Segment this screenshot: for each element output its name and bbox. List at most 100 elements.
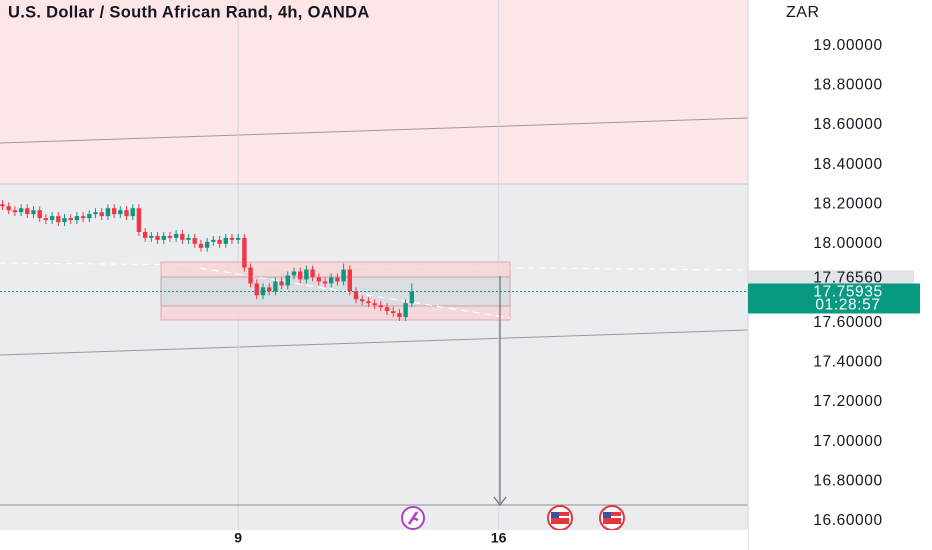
y-tick-label: 16.80000 (813, 472, 882, 489)
candle-body (99, 212, 104, 217)
flag-canton (551, 512, 559, 518)
candle-body (68, 218, 73, 221)
candle-body (142, 231, 148, 238)
candle-body (316, 277, 322, 282)
candle-body (322, 281, 328, 284)
candle-body (87, 214, 92, 219)
arrow-head (493, 496, 507, 506)
y-tick-label: 18.80000 (813, 77, 882, 94)
resistance-zone (0, 0, 748, 184)
candle-body (254, 283, 259, 296)
candle-body (291, 271, 297, 276)
y-tick-label: 18.60000 (813, 116, 882, 133)
candle-body (372, 303, 377, 306)
flag-stripe (551, 516, 569, 518)
candle-body (304, 269, 309, 280)
candle-body (192, 237, 197, 244)
candle-body (173, 233, 179, 238)
candle-body (6, 206, 11, 211)
level-label: 17.76560 (813, 269, 882, 286)
flag-stripe (603, 516, 621, 518)
candle-body (136, 208, 142, 232)
candle-body (56, 216, 61, 223)
y-tick-label: 18.40000 (813, 156, 882, 173)
candle-body (397, 313, 402, 318)
candle-body (279, 281, 284, 286)
candle-body (217, 239, 222, 244)
y-axis-label: ZAR (786, 4, 820, 21)
candle-body (105, 208, 111, 217)
candle-body (248, 267, 253, 284)
candle-body (285, 275, 290, 286)
y-tick-label: 17.60000 (813, 314, 882, 331)
candle-body (335, 277, 340, 282)
time-axis (0, 530, 748, 550)
candle-body (341, 269, 346, 282)
trend-line (0, 117, 749, 144)
last-price-label: 17.75935 (813, 284, 882, 301)
candle-body (360, 299, 365, 302)
candle-body (260, 287, 266, 296)
candle-body (223, 237, 228, 244)
chart-title: U.S. Dollar / South African Rand, 4h, OA… (8, 3, 370, 21)
x-tick-label: 16 (491, 530, 507, 546)
candle-body (49, 216, 55, 221)
candle-body (18, 208, 24, 213)
candle-body (409, 291, 415, 304)
candle-body (403, 303, 408, 318)
candle-body (378, 305, 384, 308)
candle-body (62, 218, 67, 223)
candle-body (93, 212, 98, 215)
event-flag[interactable] (547, 505, 573, 531)
candle-body (124, 210, 129, 217)
candle-body (384, 307, 390, 312)
y-tick-label: 19.00000 (813, 37, 882, 54)
candle-body (391, 311, 396, 314)
candle-body (43, 218, 49, 221)
candle-body (347, 269, 353, 292)
candle-body (155, 235, 160, 240)
candle-body (329, 277, 334, 284)
y-tick-label: 17.00000 (813, 433, 882, 450)
candle-body (161, 235, 166, 240)
candle-body (25, 208, 30, 215)
x-tick-label: 9 (234, 530, 242, 546)
flag-canton (603, 512, 611, 518)
candle-body (80, 216, 86, 219)
trend-line (0, 329, 749, 356)
candle-body (310, 269, 315, 278)
candle-body (130, 208, 135, 217)
last-price-box (748, 283, 920, 314)
y-tick-label: 18.00000 (813, 235, 882, 252)
level-label-box (748, 270, 914, 287)
candle-body (266, 287, 272, 292)
candle-body (366, 301, 371, 304)
event-icon-glyph (407, 511, 419, 525)
neutral-zone (0, 184, 748, 530)
candle-body (31, 210, 36, 215)
candle-body (235, 237, 241, 240)
countdown-label: 01:28:57 (815, 297, 880, 314)
candle-body (37, 210, 42, 219)
event-flag[interactable] (599, 505, 625, 531)
candle-body (298, 271, 303, 280)
candle-body (74, 216, 80, 221)
candle-body (211, 239, 216, 242)
candle-body (242, 237, 247, 268)
candle-body (111, 208, 117, 215)
candle-body (204, 241, 210, 248)
candle-body (186, 237, 191, 240)
y-tick-label: 16.60000 (813, 512, 882, 529)
candle-body (198, 243, 204, 248)
y-tick-label: 17.20000 (813, 393, 882, 410)
candle-body (353, 291, 359, 300)
y-tick-label: 18.20000 (813, 195, 882, 212)
candle-body (149, 235, 154, 238)
candle-body (12, 210, 18, 213)
candle-body (167, 235, 173, 238)
candle-body (0, 204, 5, 207)
candle-body (180, 233, 185, 240)
